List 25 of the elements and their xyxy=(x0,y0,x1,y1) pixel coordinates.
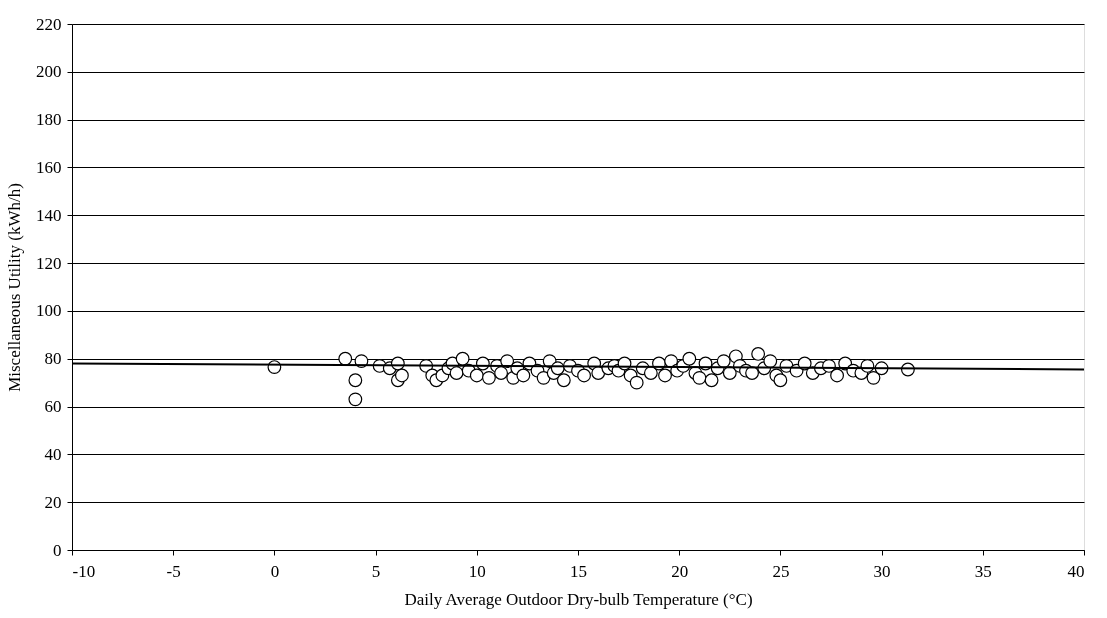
y-tick-label: 220 xyxy=(36,14,62,34)
y-tick-label: 100 xyxy=(36,301,62,321)
x-tick-label: 35 xyxy=(974,561,992,581)
x-tick-label: 5 xyxy=(371,561,381,581)
y-tick-label: 160 xyxy=(36,157,62,177)
y-tick-label: 60 xyxy=(44,397,62,417)
x-tick-label: 0 xyxy=(270,561,280,581)
x-tick-label: 20 xyxy=(671,561,689,581)
y-tick-label: 200 xyxy=(36,62,62,82)
x-tick-label: -10 xyxy=(72,561,96,581)
x-tick-label: 25 xyxy=(772,561,790,581)
y-tick-label: 120 xyxy=(36,253,62,273)
y-tick-label: 20 xyxy=(44,492,62,512)
x-axis-title: Daily Average Outdoor Dry-bulb Temperature (°C) xyxy=(404,589,753,609)
x-tick-label: 15 xyxy=(570,561,587,581)
y-tick-label: 140 xyxy=(36,205,62,225)
x-tick-label: -5 xyxy=(166,561,181,581)
y-tick-label: 40 xyxy=(44,444,62,464)
x-tick-label: 30 xyxy=(873,561,891,581)
y-tick-label: 0 xyxy=(53,540,62,560)
y-axis-title: Miscellaneous Utility (kWh/h) xyxy=(5,183,24,392)
x-tick-label: 40 xyxy=(1067,561,1085,581)
y-tick-label: 180 xyxy=(36,110,62,130)
x-tick-label: 10 xyxy=(468,561,486,581)
y-tick-label: 80 xyxy=(44,349,62,369)
